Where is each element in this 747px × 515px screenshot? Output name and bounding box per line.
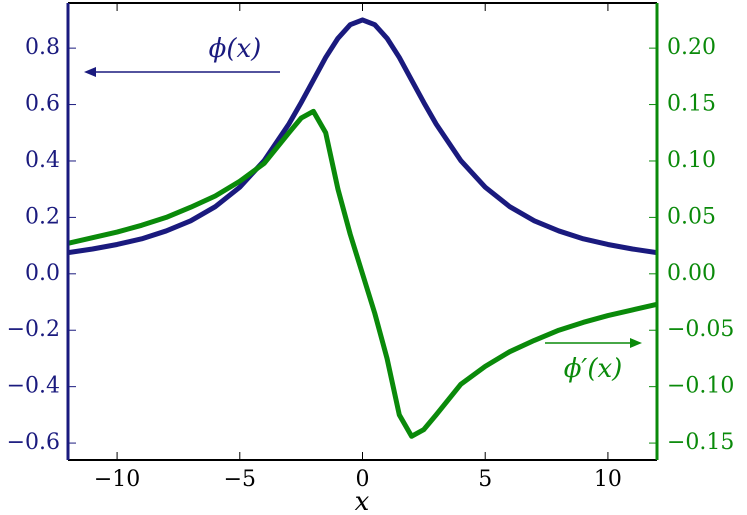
y-tick-label: 0.8 [25,35,60,60]
arrow-head [84,67,96,77]
y2-tick-label: 0.00 [667,261,716,286]
y-tick-label: 0.6 [25,92,60,117]
y-tick-label: 0.0 [25,261,60,286]
y2-tick-label: −0.05 [667,317,734,342]
y2-tick-label: −0.15 [667,430,734,455]
x-tick-label: 10 [594,467,622,492]
y2-tick-label: 0.20 [667,35,716,60]
x-tick-label: −5 [224,467,256,492]
x-tick-label: 0 [356,467,370,492]
y-tick-label: 0.4 [25,148,60,173]
y2-tick-label: 0.10 [667,148,716,173]
series-line [68,17,657,256]
series-line [68,108,657,439]
annotation: ϕ′(x) [564,354,623,384]
arrow-head [630,338,642,348]
y-tick-label: −0.2 [7,317,60,342]
y2-tick-label: −0.10 [667,374,734,399]
x-tick-label: 5 [478,467,492,492]
y2-tick-label: 0.05 [667,204,716,229]
x-axis-label: x [355,487,370,515]
y-tick-label: 0.2 [25,204,60,229]
annotation: ϕ(x) [209,34,262,64]
y2-tick-label: 0.15 [667,92,716,117]
y-tick-label: −0.6 [7,430,60,455]
x-tick-label: −10 [94,467,140,492]
y-tick-label: −0.4 [7,374,60,399]
